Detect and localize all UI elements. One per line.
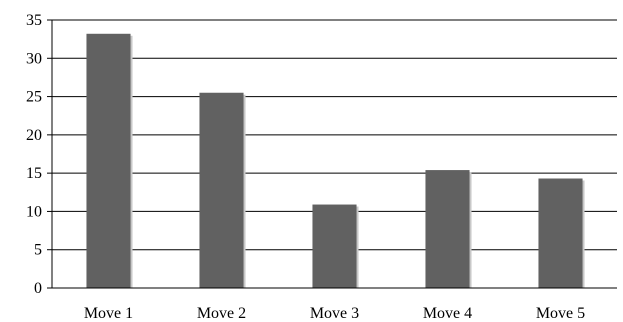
y-tick-label: 10 bbox=[26, 203, 42, 220]
x-tick-label: Move 1 bbox=[84, 305, 133, 322]
x-tick-label: Move 4 bbox=[423, 305, 472, 322]
y-tick-labels: 0 5 10 15 20 25 30 35 bbox=[26, 12, 52, 297]
y-tick-label: 15 bbox=[26, 165, 42, 182]
bars bbox=[86, 33, 585, 289]
bar-move-5 bbox=[538, 178, 583, 288]
bar-move-1 bbox=[86, 33, 131, 289]
gridlines bbox=[52, 19, 617, 251]
y-tick-label: 25 bbox=[26, 89, 42, 106]
bar-move-2 bbox=[199, 92, 244, 288]
x-tick-label: Move 3 bbox=[310, 305, 359, 322]
x-tick-labels: Move 1 Move 2 Move 3 Move 4 Move 5 bbox=[84, 305, 585, 322]
y-tick-label: 30 bbox=[26, 50, 42, 67]
x-tick-label: Move 5 bbox=[536, 305, 585, 322]
y-tick-label: 0 bbox=[34, 280, 42, 297]
y-tick-label: 35 bbox=[26, 12, 42, 29]
y-tick-label: 20 bbox=[26, 127, 42, 144]
x-tick-label: Move 2 bbox=[197, 305, 246, 322]
y-tick-label: 5 bbox=[34, 242, 42, 259]
bar-move-3 bbox=[312, 204, 357, 288]
bar-move-4 bbox=[425, 170, 470, 288]
